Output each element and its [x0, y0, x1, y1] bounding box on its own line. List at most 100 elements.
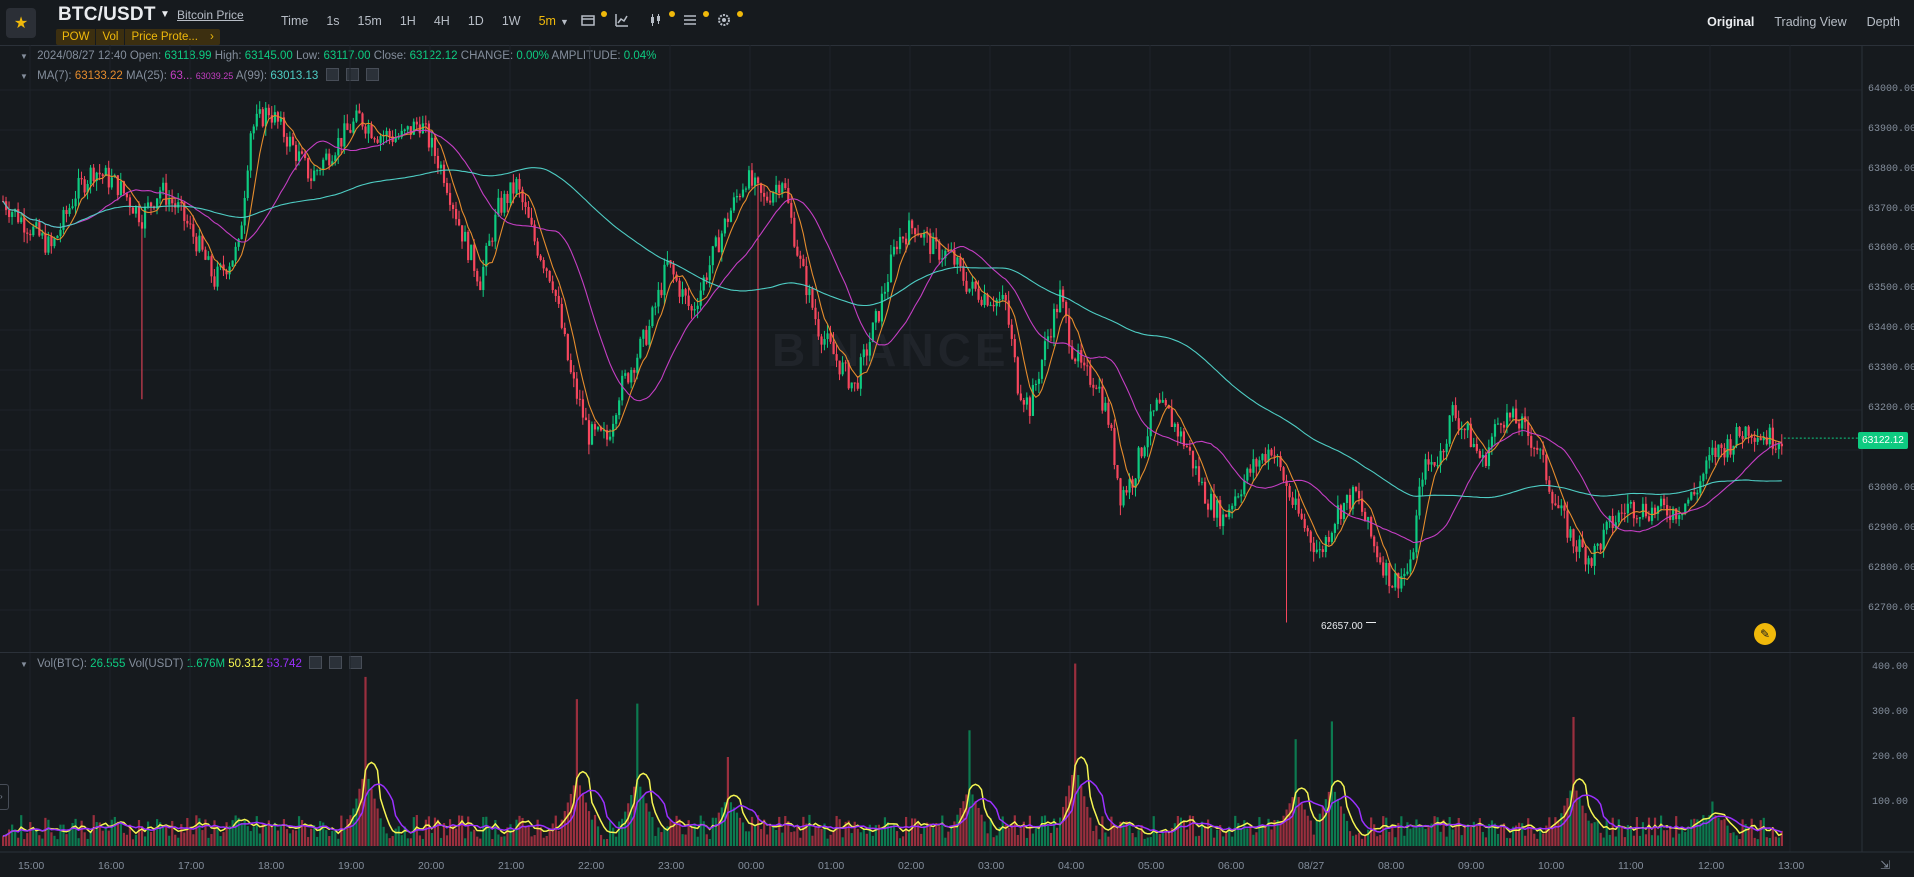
volume-bar [110, 819, 113, 846]
candle-body [201, 235, 204, 250]
pair-title[interactable]: BTC/USDT [58, 4, 156, 25]
volume-bar [38, 835, 41, 846]
ma-collapse-caret-icon[interactable]: ▼ [20, 72, 28, 81]
candle-body [1599, 543, 1602, 550]
interval-1h[interactable]: 1H [399, 14, 416, 28]
ma-close-icon[interactable] [365, 68, 379, 81]
time-axis-label: 19:00 [338, 860, 365, 872]
volume-bar [388, 838, 391, 846]
volume-bar [1086, 806, 1089, 846]
settings-icon[interactable] [717, 11, 751, 31]
candle-settings-icon[interactable] [649, 11, 683, 31]
candle-body [901, 236, 905, 239]
favorite-star-icon[interactable]: ★ [6, 8, 36, 38]
vol-collapse-caret-icon[interactable]: ▼ [20, 660, 28, 669]
price-axis-label: 64000.00 [1868, 84, 1914, 95]
notes-icon[interactable]: ✎ [1754, 623, 1776, 645]
tag-price-protection[interactable]: Price Prote... [124, 29, 203, 45]
interval-more-caret-icon[interactable]: ▼ [559, 17, 569, 27]
volume-bar [1330, 721, 1333, 846]
bitcoin-price-link[interactable]: Bitcoin Price [177, 8, 244, 22]
volume-bar [856, 828, 859, 846]
candle-body [328, 153, 331, 166]
layout-icon[interactable] [683, 11, 717, 31]
candle-body [1282, 467, 1285, 481]
tag-vol[interactable]: Vol [95, 29, 124, 45]
expand-panel-handle[interactable]: › [0, 784, 9, 810]
ma-visibility-icon[interactable] [325, 68, 339, 81]
pane-divider[interactable] [0, 652, 1914, 653]
candle-body [784, 183, 787, 189]
candle-body [1179, 431, 1182, 437]
volume-bar [757, 815, 760, 846]
ma-settings-icon[interactable] [345, 68, 359, 81]
candle-body [1590, 558, 1593, 566]
volume-bar [1237, 823, 1240, 846]
interval-1w[interactable]: 1W [501, 14, 521, 28]
volume-bar [1367, 829, 1370, 846]
chart-tools [581, 11, 751, 31]
volume-bar [775, 829, 778, 846]
interval-4h[interactable]: 4H [433, 14, 450, 28]
candle-body [1040, 359, 1044, 379]
low-label: Low: [295, 50, 321, 62]
volume-bar [1255, 832, 1258, 846]
volume-bar [171, 820, 174, 846]
candle-body [304, 153, 307, 159]
resize-icon[interactable]: ⇲ [1880, 858, 1891, 872]
price-axis-label: 63600.00 [1868, 243, 1914, 254]
candle-body [1146, 436, 1149, 448]
candle-body [911, 220, 914, 229]
volume-bar [1252, 834, 1255, 846]
vol-visibility-icon[interactable] [309, 656, 323, 669]
candle-body [1629, 502, 1632, 504]
candle-body [470, 244, 473, 261]
candle-body [1161, 399, 1164, 403]
volume-bar [1726, 825, 1729, 846]
volume-bar [461, 815, 464, 846]
volume-bar [261, 824, 264, 846]
volume-bar [1690, 819, 1693, 846]
tag-more-arrow[interactable]: › [209, 31, 214, 43]
volume-bar [980, 814, 983, 846]
view-depth[interactable]: Depth [1866, 15, 1900, 29]
interval-1d[interactable]: 1D [467, 14, 484, 28]
view-trading-view[interactable]: Trading View [1774, 15, 1847, 29]
volume-bar [418, 835, 421, 846]
volume-bar [995, 835, 998, 846]
candle-body [1086, 365, 1089, 367]
interval-5m-active[interactable]: 5m [538, 14, 556, 28]
current-price-tag: 63122.12 [1858, 432, 1908, 449]
indicator-icon[interactable] [581, 11, 615, 31]
candle-body [204, 249, 207, 260]
volume-bar [1472, 821, 1475, 846]
candle-body [980, 299, 983, 305]
interval-15m[interactable]: 15m [357, 14, 382, 28]
vol-settings-icon[interactable] [329, 656, 343, 669]
volume-bar [1333, 791, 1337, 846]
candle-body [554, 289, 557, 296]
volume-bar [618, 821, 621, 846]
candle-body [134, 205, 138, 214]
volume-bar [904, 816, 908, 846]
chart-type-icon[interactable] [615, 13, 649, 31]
pair-dropdown-caret-icon[interactable]: ▼ [160, 9, 170, 20]
volume-bar [497, 834, 500, 846]
candle-body [545, 268, 548, 271]
candle-body [772, 192, 775, 203]
volume-bar [612, 827, 615, 846]
volume-bar [1206, 819, 1210, 846]
interval-time[interactable]: Time [281, 14, 309, 28]
view-original[interactable]: Original [1707, 15, 1755, 29]
candle-body [1596, 543, 1599, 546]
volume-bar [1527, 818, 1530, 846]
volume-bar [1098, 839, 1101, 846]
volume-bar [448, 819, 452, 846]
ohlc-collapse-caret-icon[interactable]: ▼ [20, 52, 28, 61]
volume-bar [799, 837, 802, 846]
volume-bar [962, 801, 965, 846]
candle-body [702, 277, 705, 291]
interval-1s[interactable]: 1s [326, 14, 340, 28]
tag-pow[interactable]: POW [62, 31, 90, 43]
